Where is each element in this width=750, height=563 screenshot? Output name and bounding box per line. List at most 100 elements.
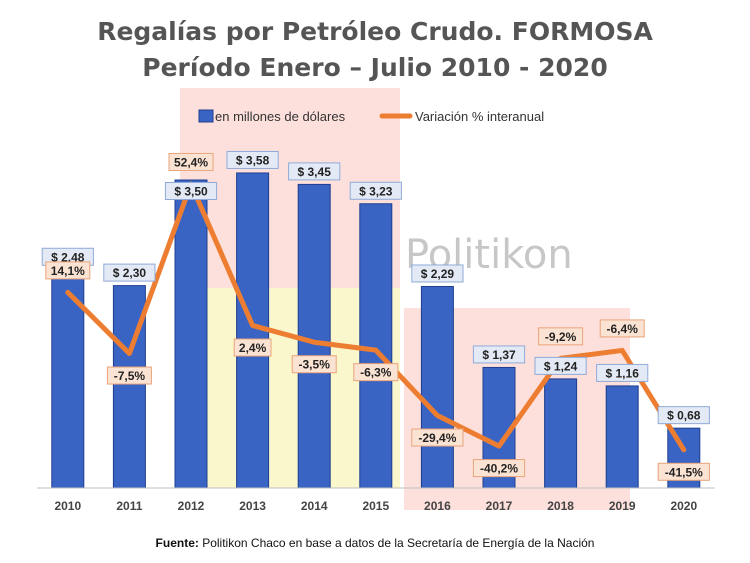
pct-label-2019-box <box>599 319 645 338</box>
line-series <box>65 181 687 453</box>
pct-label-2014-text: -3,5% <box>299 358 331 372</box>
bar-label-2013-text: $ 3,58 <box>236 153 270 167</box>
bar-label-2018: $ 1,24 <box>534 356 587 375</box>
pct-label-2020: -41,5% <box>657 462 710 481</box>
legend-line-label: Variación % interanual <box>415 109 544 124</box>
bar-label-2011-text: $ 2,30 <box>113 266 147 280</box>
bar-label-2012-text: $ 3,50 <box>174 185 208 199</box>
bar-label-2020: $ 0,68 <box>657 406 710 425</box>
bar-label-2011: $ 2,30 <box>103 263 156 282</box>
pct-label-2014-box <box>291 355 337 374</box>
pct-label-2010-box <box>45 261 91 280</box>
source-footer: Fuente: Politikon Chaco en base a datos … <box>0 536 750 550</box>
pct-label-2018: -9,2% <box>538 327 584 346</box>
bar-2018 <box>544 378 578 489</box>
bar-2019 <box>605 385 639 489</box>
pct-label-2013-box <box>233 338 272 357</box>
x-tick-2011: 2011 <box>116 499 142 513</box>
pct-label-2018-text: -9,2% <box>545 330 577 344</box>
line-point-2020 <box>682 448 686 452</box>
bar-label-2012: $ 3,50 <box>164 182 218 200</box>
x-tick-2010: 2010 <box>54 499 81 513</box>
pct-label-2016-text: -29,4% <box>418 431 456 445</box>
pct-label-2017-box <box>472 459 526 478</box>
pct-label-2011-box <box>106 366 152 385</box>
bar-label-2016-box <box>411 264 464 283</box>
bar-2012 <box>174 179 208 489</box>
pct-label-2019: -6,4% <box>599 319 645 338</box>
footer-label: Fuente: <box>155 536 199 550</box>
pct-label-2017-text: -40,2% <box>480 462 518 476</box>
pct-label-2018-box <box>538 327 584 346</box>
pct-label-2012: 52,4% <box>168 152 214 171</box>
legend-bar-swatch <box>198 109 214 123</box>
bar-label-2019-text: $ 1,16 <box>606 366 640 380</box>
line-point-2013 <box>251 324 255 328</box>
bar-label-2020-text: $ 0,68 <box>667 409 701 423</box>
pct-label-2013-text: 2,4% <box>239 341 267 355</box>
chart-title-line1: Regalías por Petróleo Crudo. FORMOSA <box>97 17 653 46</box>
pct-label-2019-text: -6,4% <box>607 322 639 336</box>
pct-label-2016: -29,4% <box>411 428 464 447</box>
pct-label-2013: 2,4% <box>233 338 272 357</box>
bar-label-2018-text: $ 1,24 <box>544 359 578 373</box>
bar-series <box>51 172 701 489</box>
pct-label-2016-box <box>411 428 464 447</box>
chart-title-line2: Período Enero – Julio 2010 - 2020 <box>142 53 607 82</box>
line-point-2014 <box>312 340 316 344</box>
bar-2014 <box>297 183 331 489</box>
bar-label-2015-text: $ 3,23 <box>359 184 393 198</box>
footer-text: Politikon Chaco en base a datos de la Se… <box>198 536 595 550</box>
line-point-2017 <box>497 444 501 448</box>
bar-label-2015-box <box>349 181 402 200</box>
bar-2015 <box>359 203 393 489</box>
x-tick-2015: 2015 <box>362 499 389 513</box>
x-tick-2020: 2020 <box>670 499 697 513</box>
line-point-2019 <box>620 348 624 352</box>
x-tick-2014: 2014 <box>301 499 328 513</box>
bar-label-2013: $ 3,58 <box>226 150 279 169</box>
line-point-2016 <box>435 414 439 418</box>
bar-label-2011-box <box>103 263 156 282</box>
bar-label-2019: $ 1,16 <box>596 363 649 382</box>
bar-label-2014-box <box>288 162 341 181</box>
bar-2016 <box>420 285 454 489</box>
bar-label-2013-box <box>226 150 279 169</box>
line-point-2015 <box>374 348 378 352</box>
x-tick-2012: 2012 <box>178 499 205 513</box>
x-tick-2017: 2017 <box>486 499 513 513</box>
bar-label-2017: $ 1,37 <box>472 345 526 364</box>
pct-label-2015: -6,3% <box>353 363 399 382</box>
bar-label-2016-text: $ 2,29 <box>421 267 455 281</box>
pct-label-2010: 14,1% <box>45 261 91 280</box>
pct-label-2015-box <box>353 363 399 382</box>
x-axis: 2010 2011 2012 2013 2014 2015 2016 2017 2018 2019… <box>37 487 715 513</box>
x-tick-2019: 2019 <box>609 499 636 513</box>
pct-label-2012-box <box>168 152 214 171</box>
bar-label-2014-text: $ 3,45 <box>298 165 332 179</box>
x-tick-2013: 2013 <box>239 499 266 513</box>
bar-label-2012-box <box>164 182 218 200</box>
pct-label-2020-box <box>657 462 710 481</box>
pct-label-2011-text: -7,5% <box>114 369 146 383</box>
bar-label-2014: $ 3,45 <box>288 162 341 181</box>
bar-label-2017-text: $ 1,37 <box>482 348 516 362</box>
legend-bar-label: en millones de dólares <box>215 109 346 124</box>
pct-label-2015-text: -6,3% <box>360 366 392 380</box>
line-point-2011 <box>127 352 131 356</box>
line-point-2010 <box>66 290 70 294</box>
pct-label-2012-text: 52,4% <box>174 155 208 169</box>
bar-label-2020-box <box>657 406 710 425</box>
pct-label-2014: -3,5% <box>291 355 337 374</box>
legend: en millones de dólares Variación % inter… <box>198 109 544 124</box>
x-tick-2018: 2018 <box>547 499 574 513</box>
bar-label-2018-box <box>534 356 587 375</box>
data-labels: $ 2,48 $ 2,30 $ 3,50 $ 3,58 $ 3,45 $ 3,23 $ 2,… <box>41 150 710 481</box>
pct-label-2010-text: 14,1% <box>51 264 85 278</box>
bar-label-2017-box <box>472 345 526 364</box>
pct-label-2011: -7,5% <box>106 366 152 385</box>
bar-label-2019-box <box>596 363 649 382</box>
pct-label-2020-text: -41,5% <box>665 465 703 479</box>
pct-label-2017: -40,2% <box>472 459 526 478</box>
